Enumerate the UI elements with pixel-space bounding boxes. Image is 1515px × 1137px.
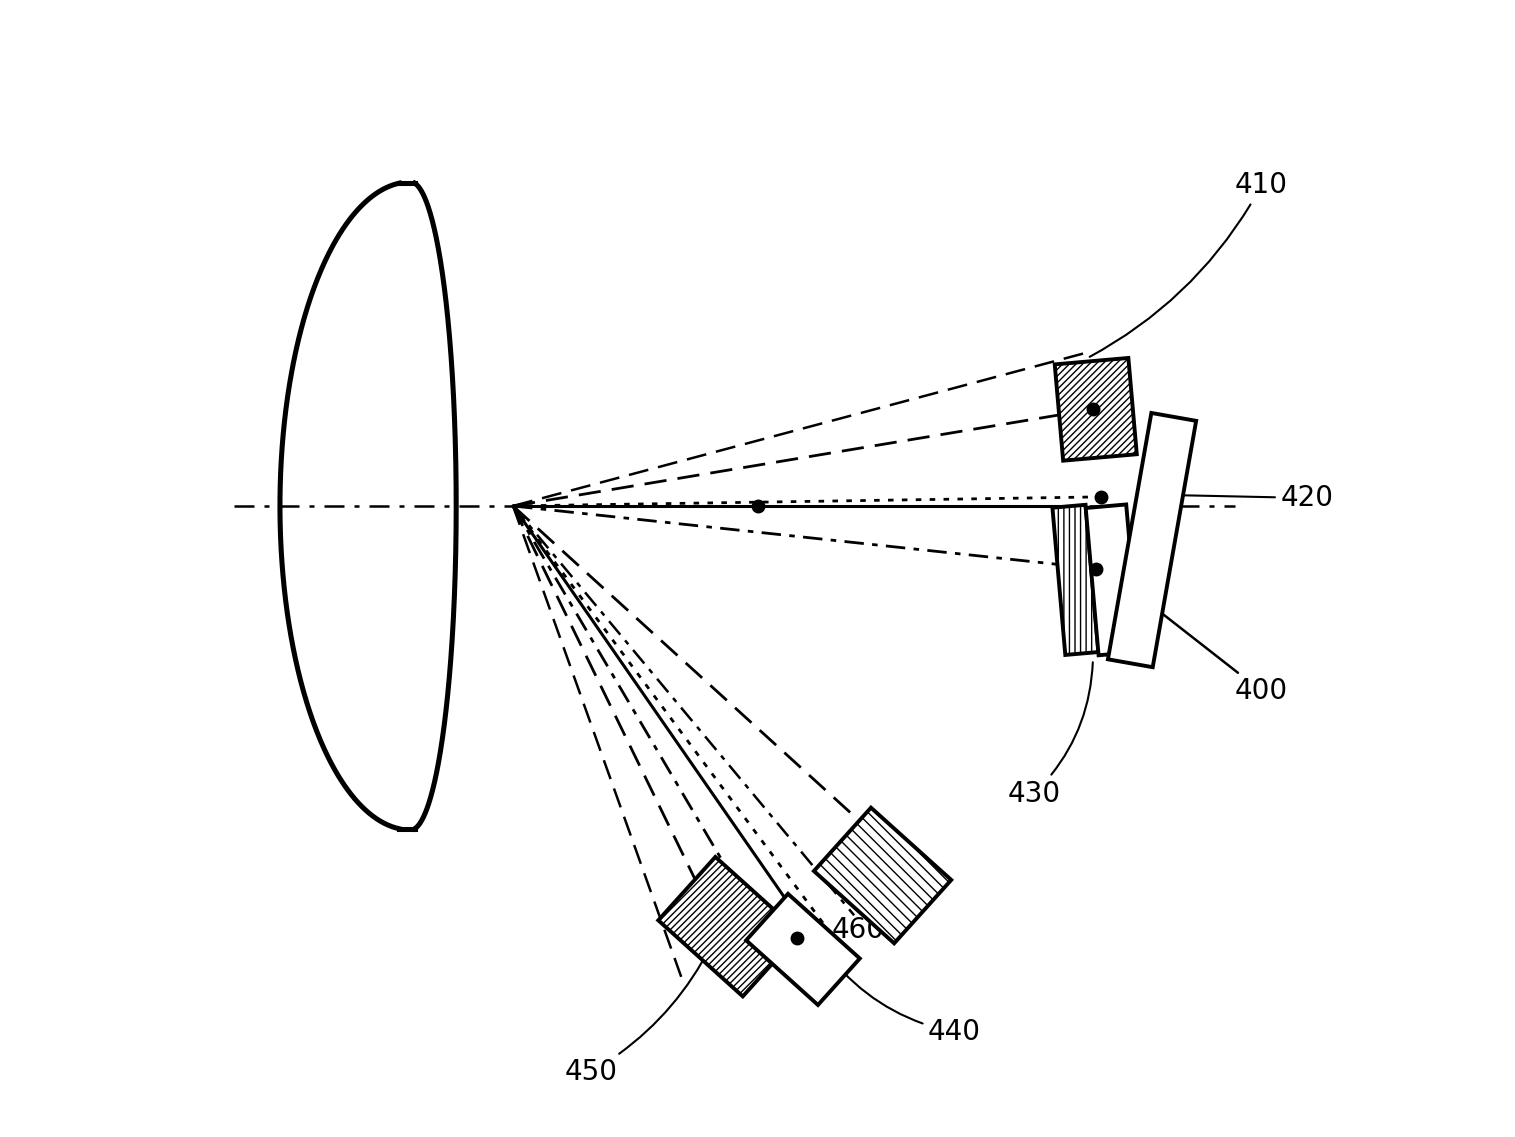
Text: 430: 430 [1007, 662, 1092, 807]
Text: 450: 450 [564, 946, 711, 1086]
Text: 460: 460 [832, 872, 885, 944]
Text: 440: 440 [821, 946, 982, 1046]
Text: 420: 420 [1153, 484, 1333, 512]
Polygon shape [659, 857, 800, 996]
Text: 400: 400 [1124, 583, 1288, 705]
Text: 410: 410 [1089, 172, 1288, 357]
Polygon shape [814, 807, 951, 944]
Polygon shape [1086, 505, 1139, 655]
Polygon shape [1107, 413, 1197, 667]
Polygon shape [1054, 358, 1136, 460]
Polygon shape [747, 894, 861, 1005]
Polygon shape [1053, 505, 1098, 655]
